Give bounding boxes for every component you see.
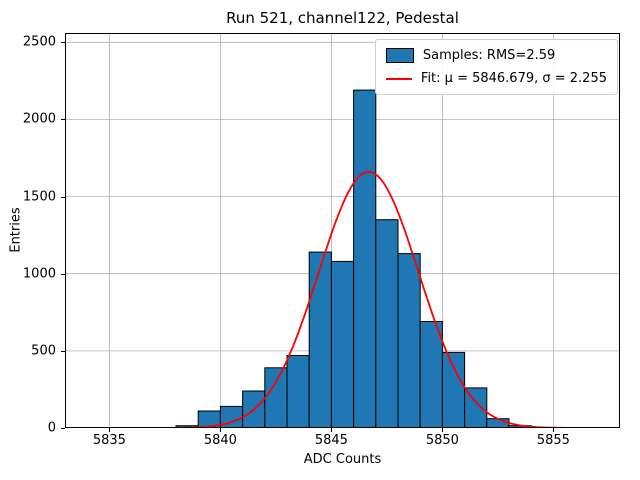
histogram-bar [419,321,443,428]
y-tick-label: 1500 [22,189,56,205]
fit-line-swatch [385,77,412,80]
histogram-bar [486,418,510,428]
histogram-bar [264,367,288,428]
x-tick-label: 5855 [536,433,570,448]
legend-fit-label: Fit: μ = 5846.679, σ = 2.255 [420,71,607,86]
x-axis-label: ADC Counts [303,452,382,467]
x-tick-label: 5840 [203,433,237,448]
y-tick-label: 1000 [22,266,56,282]
legend: Samples: RMS=2.59 Fit: μ = 5846.679, σ =… [374,39,618,95]
y-tick-label: 0 [47,420,56,436]
y-tick-mark [61,42,65,44]
histogram-bar [464,387,488,428]
legend-row-samples: Samples: RMS=2.59 [385,48,607,63]
x-tick-mark [331,428,333,432]
y-tick-label: 2000 [22,111,56,127]
histogram-bar [375,219,399,428]
samples-swatch [385,48,414,63]
legend-samples-label: Samples: RMS=2.59 [422,48,556,63]
histogram-bar [286,355,310,428]
y-tick-mark [61,428,65,429]
histogram-bar [353,89,377,428]
x-tick-label: 5845 [314,433,348,448]
y-tick-label: 500 [31,343,56,359]
x-tick-mark [109,428,111,432]
x-tick-mark [220,428,222,432]
histogram-bar [397,253,421,428]
x-tick-label: 5850 [425,433,459,448]
y-tick-mark [61,196,65,198]
y-tick-mark [61,273,65,275]
y-tick-label: 2500 [22,34,56,50]
y-tick-mark [61,119,65,121]
histogram-bar [441,351,466,428]
x-tick-mark [553,428,555,432]
chart-title: Run 521, channel122, Pedestal [226,9,459,27]
x-tick-label: 5835 [92,433,126,448]
legend-row-fit: Fit: μ = 5846.679, σ = 2.255 [385,71,607,86]
histogram-bar [308,251,332,428]
histogram-bar [330,260,355,428]
y-tick-mark [61,350,65,352]
axes-frame [65,33,620,428]
plot-area [65,33,620,428]
y-axis-label: Entries [8,207,24,253]
x-tick-mark [442,428,444,432]
